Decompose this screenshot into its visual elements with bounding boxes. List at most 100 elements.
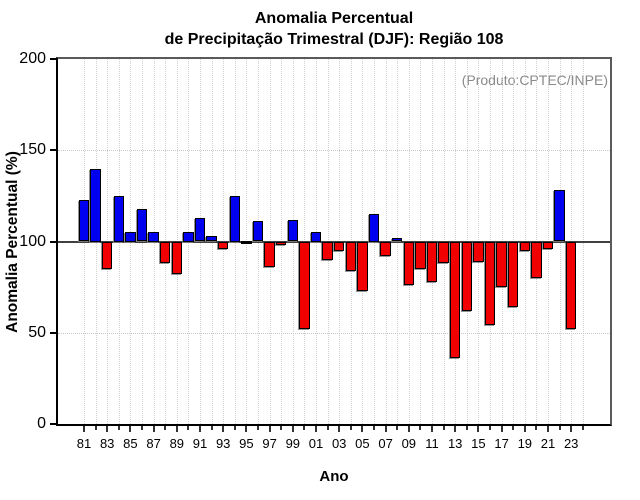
x-axis-label: Ano <box>319 468 349 485</box>
x-tick <box>489 426 491 430</box>
y-tick-0 <box>50 423 58 425</box>
x-tick <box>407 426 410 432</box>
bar-94 <box>229 195 241 242</box>
bar-15 <box>473 241 484 262</box>
x-tick <box>581 426 584 430</box>
x-tick-label-95: 95 <box>239 436 254 451</box>
bar-89 <box>171 241 183 275</box>
bar-83 <box>101 241 113 269</box>
x-tick <box>164 426 167 430</box>
bar-96 <box>252 221 264 242</box>
bar-19 <box>519 241 531 251</box>
bar-13 <box>449 241 461 359</box>
bar-05 <box>357 241 368 291</box>
x-tick <box>454 426 457 432</box>
horizontal-gridline-50 <box>58 332 610 334</box>
x-tick-label-07: 07 <box>378 436 393 451</box>
x-tick-label-23: 23 <box>563 436 579 451</box>
x-tick-label-81: 81 <box>76 436 92 451</box>
x-tick <box>280 426 283 430</box>
y-tick-50 <box>50 331 58 334</box>
bar-82 <box>90 168 101 242</box>
bar-10 <box>415 241 426 269</box>
x-tick <box>373 426 375 430</box>
x-tick-label-87: 87 <box>146 436 161 451</box>
x-tick <box>141 426 143 430</box>
x-tick <box>512 426 515 430</box>
y-tick-200 <box>50 58 58 60</box>
x-tick <box>175 426 178 432</box>
x-tick <box>535 426 538 430</box>
x-tick <box>500 426 503 432</box>
x-tick-label-97: 97 <box>262 436 277 451</box>
x-tick <box>361 426 364 432</box>
bar-93 <box>217 241 229 249</box>
bar-91 <box>194 217 206 242</box>
x-tick <box>94 426 97 430</box>
x-tick <box>558 426 561 430</box>
bar-14 <box>461 241 473 311</box>
bar-86 <box>136 208 148 242</box>
x-tick-label-91: 91 <box>192 436 208 451</box>
x-tick-label-09: 09 <box>401 436 417 451</box>
x-tick <box>291 426 294 432</box>
x-tick-label-99: 99 <box>285 436 301 451</box>
x-tick <box>222 426 225 432</box>
bar-92 <box>206 236 217 242</box>
horizontal-gridline-150 <box>58 150 610 152</box>
x-tick <box>431 426 433 432</box>
x-tick <box>477 426 480 432</box>
bar-00 <box>299 241 310 330</box>
x-tick <box>129 426 132 432</box>
bar-17 <box>496 241 507 288</box>
x-tick-label-85: 85 <box>123 436 138 451</box>
x-tick <box>547 426 549 432</box>
bar-01 <box>310 232 322 242</box>
x-tick-label-13: 13 <box>447 436 463 451</box>
x-tick <box>442 426 445 430</box>
y-tick-100 <box>50 240 58 243</box>
x-tick-label-05: 05 <box>355 436 370 451</box>
bar-21 <box>542 241 554 249</box>
bar-88 <box>159 241 171 264</box>
x-tick <box>245 426 248 432</box>
bar-03 <box>333 241 345 251</box>
bar-22 <box>554 190 565 242</box>
y-tick-label-150: 150 <box>19 141 46 159</box>
x-tick <box>152 426 155 432</box>
chart-title-line1: Anomalia Percentual <box>254 10 414 27</box>
bar-04 <box>345 241 357 271</box>
bar-23 <box>565 241 577 330</box>
x-tick <box>384 426 387 432</box>
x-tick <box>268 426 271 432</box>
x-tick <box>117 426 120 430</box>
x-tick <box>338 426 341 432</box>
bar-85 <box>125 232 136 242</box>
chart-title-line2: de Precipitação Trimestral (DJF): Região… <box>164 31 504 48</box>
x-tick-label-01: 01 <box>308 436 324 451</box>
y-tick-label-100: 100 <box>19 232 46 250</box>
bar-97 <box>264 241 275 268</box>
x-tick <box>303 426 306 430</box>
x-tick <box>315 426 317 432</box>
bar-02 <box>322 241 333 260</box>
x-tick-label-19: 19 <box>517 436 533 451</box>
y-tick-label-50: 50 <box>28 323 46 341</box>
bar-18 <box>507 241 519 308</box>
x-tick-label-93: 93 <box>215 436 231 451</box>
x-tick <box>396 426 399 430</box>
bar-81 <box>78 199 90 242</box>
bar-08 <box>391 237 403 242</box>
x-tick-label-21: 21 <box>540 436 556 451</box>
x-tick-label-03: 03 <box>331 436 347 451</box>
x-tick <box>233 426 236 430</box>
y-tick-label-0: 0 <box>37 415 46 432</box>
x-tick <box>326 426 329 430</box>
bar-90 <box>183 232 194 242</box>
x-tick-label-11: 11 <box>425 436 439 451</box>
bar-12 <box>438 241 449 264</box>
chart-title: Anomalia Percentual de Precipitação Trim… <box>58 8 610 50</box>
bar-87 <box>148 232 159 242</box>
x-tick <box>419 426 422 430</box>
